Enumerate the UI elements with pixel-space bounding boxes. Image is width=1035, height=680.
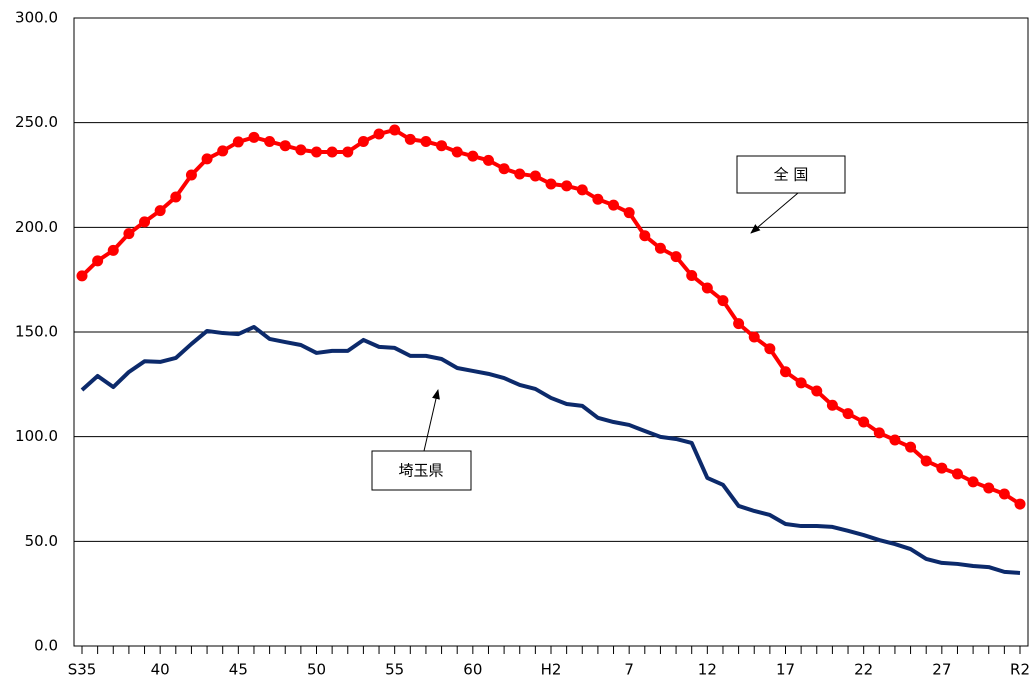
series-line bbox=[80, 324, 1021, 575]
y-tick-label: 150.0 bbox=[15, 323, 58, 341]
annotation-arrow bbox=[423, 389, 440, 452]
annotations: 全 国 埼玉県 bbox=[371, 155, 846, 491]
data-point bbox=[951, 468, 963, 480]
data-point bbox=[670, 251, 682, 263]
data-point bbox=[279, 140, 291, 152]
x-tick-label: 17 bbox=[776, 661, 795, 679]
x-tick-label: 60 bbox=[463, 661, 482, 679]
lines bbox=[76, 124, 1026, 575]
y-tick-label: 50.0 bbox=[25, 532, 58, 550]
data-point bbox=[686, 269, 698, 281]
data-point bbox=[795, 377, 807, 389]
y-tick-label: 300.0 bbox=[15, 9, 58, 27]
x-tick-label: 27 bbox=[932, 661, 951, 679]
data-point bbox=[639, 230, 651, 242]
data-point bbox=[92, 255, 104, 267]
data-point bbox=[170, 191, 182, 203]
data-point bbox=[592, 193, 604, 205]
data-point bbox=[498, 163, 510, 175]
data-point bbox=[123, 228, 135, 240]
data-point bbox=[545, 178, 557, 190]
data-point bbox=[201, 153, 213, 165]
data-point bbox=[608, 199, 620, 211]
data-point bbox=[873, 427, 885, 439]
annotation-box bbox=[371, 450, 472, 491]
data-point bbox=[826, 399, 838, 411]
data-point bbox=[717, 295, 729, 307]
data-point bbox=[576, 184, 588, 196]
data-point bbox=[217, 145, 229, 157]
x-tick-label: 45 bbox=[229, 661, 248, 679]
data-point bbox=[858, 416, 870, 428]
data-point bbox=[811, 385, 823, 397]
data-point bbox=[842, 408, 854, 420]
x-tick-label: H2 bbox=[541, 661, 562, 679]
data-point bbox=[482, 154, 494, 166]
y-tick-label: 200.0 bbox=[15, 218, 58, 236]
data-point bbox=[76, 270, 88, 282]
data-point bbox=[967, 476, 979, 488]
data-point bbox=[185, 169, 197, 181]
data-point bbox=[748, 331, 760, 343]
data-point bbox=[420, 136, 432, 148]
annotation-arrow bbox=[750, 192, 799, 234]
data-point bbox=[404, 133, 416, 145]
y-tick-label: 100.0 bbox=[15, 427, 58, 445]
x-tick-label: R2 bbox=[1010, 661, 1030, 679]
series-label: 全 国 bbox=[774, 166, 809, 184]
data-point bbox=[357, 136, 369, 148]
data-point bbox=[311, 146, 322, 158]
x-tick-label: S35 bbox=[68, 661, 97, 679]
x-tick-label: 50 bbox=[307, 661, 326, 679]
annotation-box bbox=[736, 155, 846, 194]
data-point bbox=[998, 488, 1010, 500]
data-point bbox=[264, 136, 276, 148]
x-tick-label: 12 bbox=[698, 661, 717, 679]
data-point bbox=[467, 150, 479, 162]
data-point bbox=[529, 170, 541, 182]
data-point bbox=[436, 140, 448, 152]
data-point bbox=[1014, 498, 1026, 510]
data-point bbox=[623, 207, 635, 219]
y-tick-label: 250.0 bbox=[15, 113, 58, 131]
data-point bbox=[514, 168, 526, 180]
data-point bbox=[389, 124, 401, 136]
data-point bbox=[654, 242, 666, 254]
grid: 0.0 50.0 100.0 150.0 200.0 250.0 300.0 S35 40 45 5… bbox=[15, 9, 1030, 679]
data-point bbox=[342, 146, 354, 158]
data-point bbox=[764, 343, 776, 355]
data-point bbox=[561, 180, 573, 192]
x-tick-label: 40 bbox=[151, 661, 170, 679]
x-tick-label: 22 bbox=[854, 661, 873, 679]
x-tick-label: 7 bbox=[624, 661, 634, 679]
data-point bbox=[733, 318, 745, 330]
data-point bbox=[373, 128, 385, 140]
data-point bbox=[295, 144, 307, 156]
data-point bbox=[107, 244, 119, 256]
data-point bbox=[905, 441, 917, 453]
data-point bbox=[701, 282, 713, 294]
data-point bbox=[154, 205, 166, 217]
series-label: 埼玉県 bbox=[398, 462, 443, 480]
data-point bbox=[780, 366, 791, 378]
data-point bbox=[139, 216, 151, 228]
data-point bbox=[936, 462, 948, 474]
data-point bbox=[451, 146, 463, 158]
x-tick-label: 55 bbox=[385, 661, 404, 679]
data-point bbox=[232, 136, 244, 148]
data-point bbox=[920, 455, 932, 467]
y-tick-label: 0.0 bbox=[34, 637, 58, 655]
data-point bbox=[889, 434, 901, 446]
data-point bbox=[326, 146, 338, 158]
data-point bbox=[248, 131, 260, 143]
data-point bbox=[983, 482, 995, 494]
